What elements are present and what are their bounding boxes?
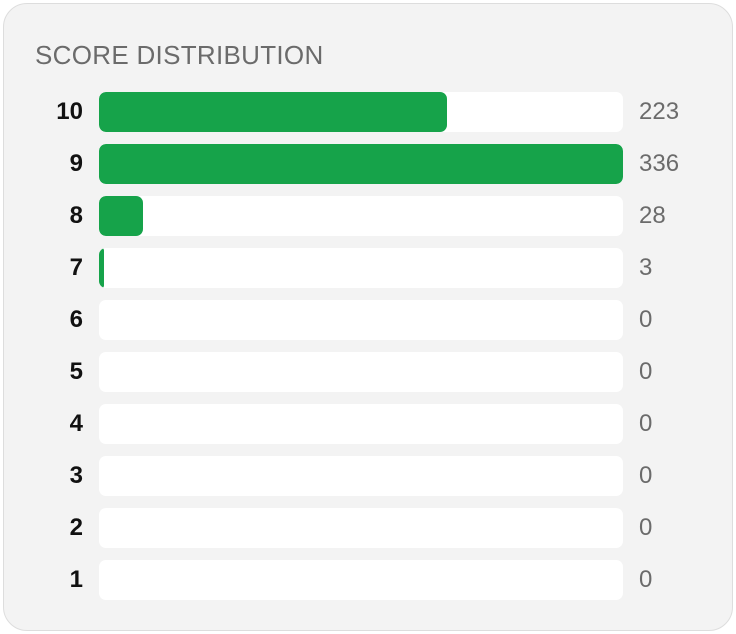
score-label: 4 [69, 410, 83, 437]
bar-fill [99, 248, 104, 288]
bar-track [99, 404, 623, 444]
chart-title: SCORE DISTRIBUTION [35, 40, 324, 70]
score-label: 7 [69, 254, 83, 281]
count-label: 223 [639, 98, 680, 125]
bar-track [99, 560, 623, 600]
count-label: 336 [639, 150, 680, 177]
score-row-8: 8 28 [4, 196, 734, 248]
bar-track [99, 508, 623, 548]
count-label: 28 [639, 202, 666, 229]
score-row-10: 10 223 [4, 92, 734, 144]
count-label: 0 [639, 306, 653, 333]
score-label: 8 [69, 202, 83, 229]
count-label: 0 [639, 462, 653, 489]
score-distribution-card: SCORE DISTRIBUTION 10 223 9 336 8 28 7 3 6 0 5 0 4 0 3… [3, 3, 733, 631]
score-label: 3 [69, 462, 83, 489]
bar-track [99, 92, 623, 132]
bar-track [99, 144, 623, 184]
count-label: 0 [639, 410, 653, 437]
count-label: 0 [639, 566, 653, 593]
count-label: 0 [639, 514, 653, 541]
score-label: 10 [56, 98, 83, 125]
bar-track [99, 196, 623, 236]
score-row-9: 9 336 [4, 144, 734, 196]
score-label: 1 [69, 566, 83, 593]
score-rows: 10 223 9 336 8 28 7 3 6 0 5 0 4 0 3 0 2 0 1 0 [4, 92, 734, 612]
bar-track [99, 248, 623, 288]
bar-fill [99, 92, 447, 132]
bar-track [99, 456, 623, 496]
bar-track [99, 300, 623, 340]
score-label: 9 [69, 150, 83, 177]
bar-fill [99, 144, 623, 184]
count-label: 0 [639, 358, 653, 385]
bar-track [99, 352, 623, 392]
score-label: 2 [69, 514, 83, 541]
bar-fill [99, 196, 143, 236]
score-label: 6 [69, 306, 83, 333]
score-label: 5 [69, 358, 83, 385]
count-label: 3 [639, 254, 653, 281]
